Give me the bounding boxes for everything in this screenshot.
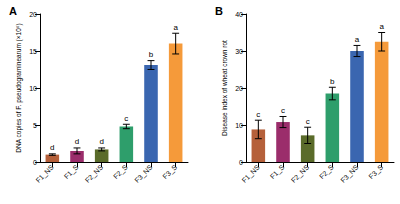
svg-text:c: c bbox=[306, 117, 310, 126]
svg-text:c: c bbox=[281, 106, 285, 115]
svg-text:F3_S: F3_S bbox=[367, 163, 385, 181]
svg-text:F3_S: F3_S bbox=[161, 163, 179, 181]
svg-text:F3_NS: F3_NS bbox=[133, 163, 154, 184]
svg-text:5: 5 bbox=[33, 122, 37, 129]
svg-text:F1_S: F1_S bbox=[63, 163, 81, 181]
svg-text:F3_NS: F3_NS bbox=[339, 163, 360, 184]
svg-text:20: 20 bbox=[235, 85, 243, 92]
svg-text:10: 10 bbox=[235, 122, 243, 129]
svg-text:a: a bbox=[379, 22, 384, 31]
svg-text:b: b bbox=[330, 77, 335, 86]
svg-text:b: b bbox=[149, 50, 154, 59]
svg-text:20: 20 bbox=[29, 11, 37, 18]
svg-text:F2_NS: F2_NS bbox=[290, 163, 311, 184]
svg-text:F1_NS: F1_NS bbox=[34, 163, 55, 184]
svg-text:F1_NS: F1_NS bbox=[240, 163, 261, 184]
svg-text:a: a bbox=[173, 23, 178, 32]
svg-text:d: d bbox=[75, 137, 79, 146]
svg-text:a: a bbox=[355, 35, 360, 44]
svg-text:F2_S: F2_S bbox=[318, 163, 336, 181]
svg-text:DNA copies of F. pseudogramine: DNA copies of F. pseudograminearum (×10⁶… bbox=[15, 23, 23, 152]
svg-text:A: A bbox=[9, 5, 17, 17]
svg-text:c: c bbox=[124, 114, 128, 123]
svg-text:15: 15 bbox=[29, 48, 37, 55]
svg-text:c: c bbox=[256, 110, 260, 119]
svg-text:0: 0 bbox=[239, 159, 243, 166]
svg-text:Disease index of wheat crown r: Disease index of wheat crown rot bbox=[221, 40, 228, 136]
svg-text:d: d bbox=[50, 143, 54, 152]
svg-text:30: 30 bbox=[235, 48, 243, 55]
svg-text:d: d bbox=[99, 137, 103, 146]
svg-text:F2_S: F2_S bbox=[112, 163, 130, 181]
svg-text:F1_S: F1_S bbox=[269, 163, 287, 181]
svg-text:40: 40 bbox=[235, 11, 243, 18]
svg-text:0: 0 bbox=[33, 159, 37, 166]
svg-text:B: B bbox=[215, 5, 223, 17]
svg-text:F2_NS: F2_NS bbox=[84, 163, 105, 184]
svg-text:10: 10 bbox=[29, 85, 37, 92]
